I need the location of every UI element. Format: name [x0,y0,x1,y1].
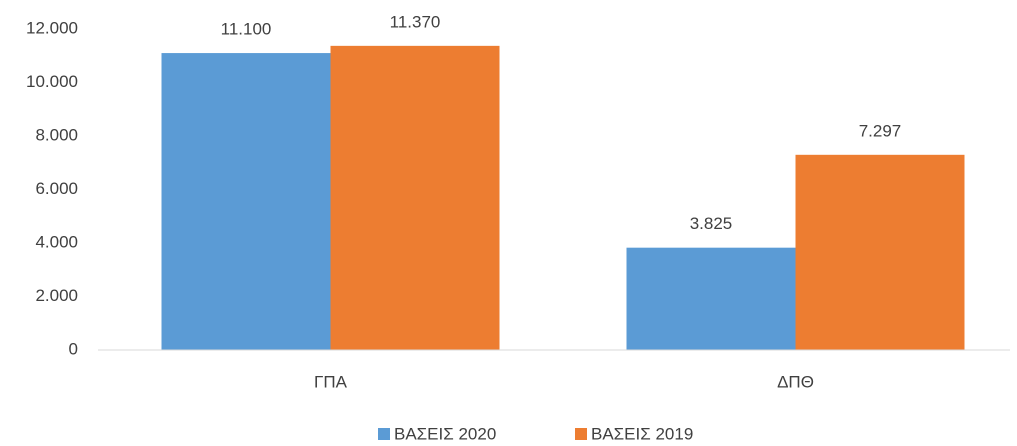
y-tick-label: 2.000 [35,286,78,305]
y-tick-label: 8.000 [35,125,78,144]
bar [626,247,796,350]
value-label: 7.297 [859,121,902,140]
bar [795,154,965,350]
legend-swatch [575,428,587,440]
x-tick-label: ΓΠΑ [314,372,348,391]
y-tick-label: 12.000 [26,18,78,37]
bar [330,45,500,350]
value-label: 11.100 [221,20,272,39]
bar [161,53,331,350]
y-tick-label: 6.000 [35,179,78,198]
x-tick-label: ΔΠΘ [777,372,814,391]
y-tick-label: 4.000 [35,232,78,251]
y-tick-label: 10.000 [26,72,78,91]
legend-swatch [378,428,390,440]
y-tick-label: 0 [69,339,78,358]
value-label: 3.825 [690,214,733,233]
legend-label: ΒΑΣΕΙΣ 2020 [394,424,496,443]
legend-label: ΒΑΣΕΙΣ 2019 [591,424,693,443]
value-label: 11.370 [390,12,441,31]
